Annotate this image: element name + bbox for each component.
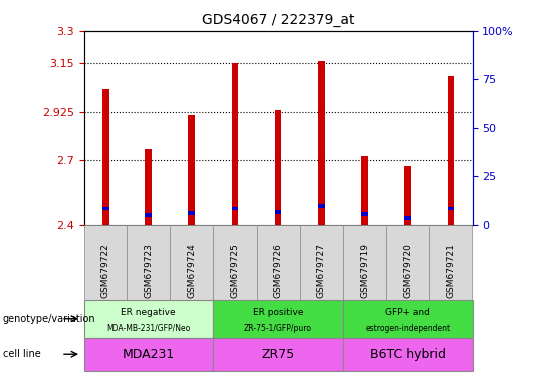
- Title: GDS4067 / 222379_at: GDS4067 / 222379_at: [202, 13, 354, 27]
- Text: ZR-75-1/GFP/puro: ZR-75-1/GFP/puro: [244, 324, 312, 333]
- Bar: [102, 207, 109, 210]
- Bar: [361, 212, 368, 216]
- Bar: [275, 210, 281, 214]
- Text: genotype/variation: genotype/variation: [3, 314, 96, 324]
- Text: GSM679721: GSM679721: [447, 243, 455, 298]
- Text: ER negative: ER negative: [121, 308, 176, 318]
- Bar: [232, 207, 238, 210]
- Bar: [448, 76, 454, 225]
- Bar: [275, 111, 281, 225]
- Bar: [404, 167, 411, 225]
- Text: ER positive: ER positive: [253, 308, 303, 318]
- Bar: [404, 216, 411, 220]
- Text: MDA-MB-231/GFP/Neo: MDA-MB-231/GFP/Neo: [106, 324, 191, 333]
- Bar: [188, 115, 195, 225]
- Text: GSM679725: GSM679725: [231, 243, 239, 298]
- Text: MDA231: MDA231: [123, 348, 174, 361]
- Bar: [232, 63, 238, 225]
- Text: GSM679727: GSM679727: [317, 243, 326, 298]
- Text: GSM679720: GSM679720: [403, 243, 412, 298]
- Bar: [318, 204, 325, 208]
- Text: ZR75: ZR75: [261, 348, 295, 361]
- Bar: [188, 211, 195, 215]
- Text: cell line: cell line: [3, 349, 40, 359]
- Text: GSM679719: GSM679719: [360, 243, 369, 298]
- Bar: [318, 61, 325, 225]
- Text: GSM679722: GSM679722: [101, 243, 110, 298]
- Text: B6TC hybrid: B6TC hybrid: [370, 348, 446, 361]
- Text: GFP+ and: GFP+ and: [385, 308, 430, 318]
- Bar: [361, 156, 368, 225]
- Text: GSM679724: GSM679724: [187, 243, 196, 298]
- Bar: [102, 89, 109, 225]
- Text: GSM679723: GSM679723: [144, 243, 153, 298]
- Bar: [145, 213, 152, 217]
- Bar: [145, 149, 152, 225]
- Bar: [448, 207, 454, 210]
- Text: estrogen-independent: estrogen-independent: [365, 324, 450, 333]
- Text: GSM679726: GSM679726: [274, 243, 282, 298]
